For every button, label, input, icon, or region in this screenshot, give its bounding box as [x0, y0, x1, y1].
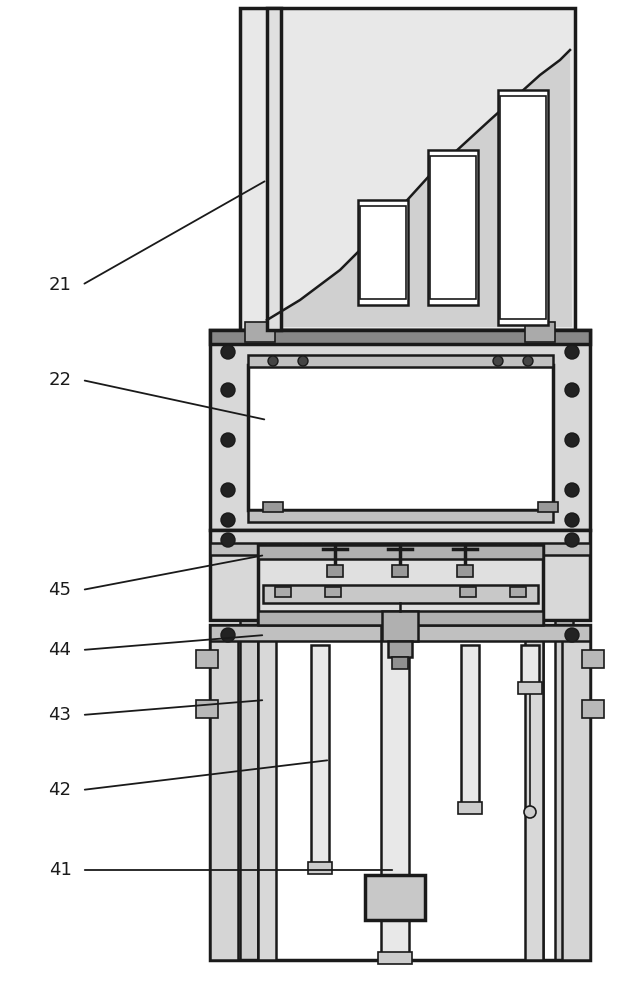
Bar — [248, 365, 553, 510]
Circle shape — [268, 356, 278, 366]
Bar — [500, 96, 546, 319]
Bar — [240, 8, 575, 330]
Text: 22: 22 — [49, 371, 71, 389]
Bar — [458, 802, 482, 814]
Bar — [210, 330, 590, 530]
Circle shape — [565, 383, 579, 397]
Bar — [392, 657, 408, 669]
Circle shape — [565, 533, 579, 547]
Bar — [210, 330, 590, 344]
Circle shape — [565, 513, 579, 527]
Bar — [378, 952, 412, 964]
Bar — [562, 625, 590, 960]
Bar — [245, 322, 275, 342]
Bar — [582, 700, 604, 718]
Circle shape — [493, 356, 503, 366]
Circle shape — [298, 356, 308, 366]
Bar — [510, 587, 526, 597]
Circle shape — [221, 383, 235, 397]
Bar — [263, 585, 538, 603]
Circle shape — [298, 544, 308, 554]
Bar — [275, 587, 291, 597]
Bar — [461, 645, 479, 810]
Bar — [582, 650, 604, 668]
Bar — [258, 625, 276, 960]
Circle shape — [528, 544, 538, 554]
Circle shape — [524, 806, 536, 818]
Bar — [525, 322, 555, 342]
Bar — [258, 625, 543, 960]
Bar — [248, 355, 553, 367]
Text: 45: 45 — [49, 581, 71, 599]
Text: 44: 44 — [49, 641, 71, 659]
Bar — [360, 206, 406, 299]
Text: 43: 43 — [49, 706, 71, 724]
Bar — [308, 862, 332, 874]
Circle shape — [493, 544, 503, 554]
Text: 42: 42 — [49, 781, 71, 799]
Bar — [457, 565, 473, 577]
Bar — [460, 587, 476, 597]
Circle shape — [221, 513, 235, 527]
Bar — [521, 645, 539, 690]
Bar — [240, 330, 258, 960]
Bar — [392, 565, 408, 577]
Bar — [555, 330, 573, 960]
Bar — [388, 641, 412, 657]
Bar — [196, 650, 218, 668]
Bar — [381, 625, 409, 960]
Bar — [430, 156, 476, 299]
Text: 21: 21 — [49, 276, 71, 294]
Bar — [210, 530, 590, 620]
Circle shape — [523, 356, 533, 366]
Bar — [498, 90, 548, 325]
Circle shape — [565, 345, 579, 359]
Bar — [210, 543, 590, 555]
Bar — [258, 611, 543, 625]
Bar — [538, 502, 558, 512]
Bar — [258, 545, 543, 559]
Circle shape — [263, 544, 273, 554]
Bar — [196, 700, 218, 718]
Circle shape — [221, 628, 235, 642]
Circle shape — [565, 628, 579, 642]
Circle shape — [221, 483, 235, 497]
Bar — [210, 625, 238, 960]
Text: 41: 41 — [49, 861, 71, 879]
Bar — [258, 545, 543, 625]
Bar — [210, 625, 590, 960]
Bar — [382, 611, 418, 641]
Circle shape — [565, 433, 579, 447]
Bar — [428, 150, 478, 305]
Bar — [267, 8, 281, 330]
Bar — [210, 625, 590, 641]
Bar — [311, 645, 329, 870]
Bar — [248, 510, 553, 522]
Bar — [365, 875, 425, 920]
Circle shape — [221, 533, 235, 547]
Bar — [325, 587, 341, 597]
Bar — [263, 502, 283, 512]
Bar — [525, 625, 543, 960]
Bar — [358, 200, 408, 305]
Circle shape — [221, 433, 235, 447]
Circle shape — [565, 483, 579, 497]
Bar — [327, 565, 343, 577]
Bar — [518, 682, 542, 694]
Polygon shape — [243, 50, 572, 327]
Circle shape — [221, 345, 235, 359]
